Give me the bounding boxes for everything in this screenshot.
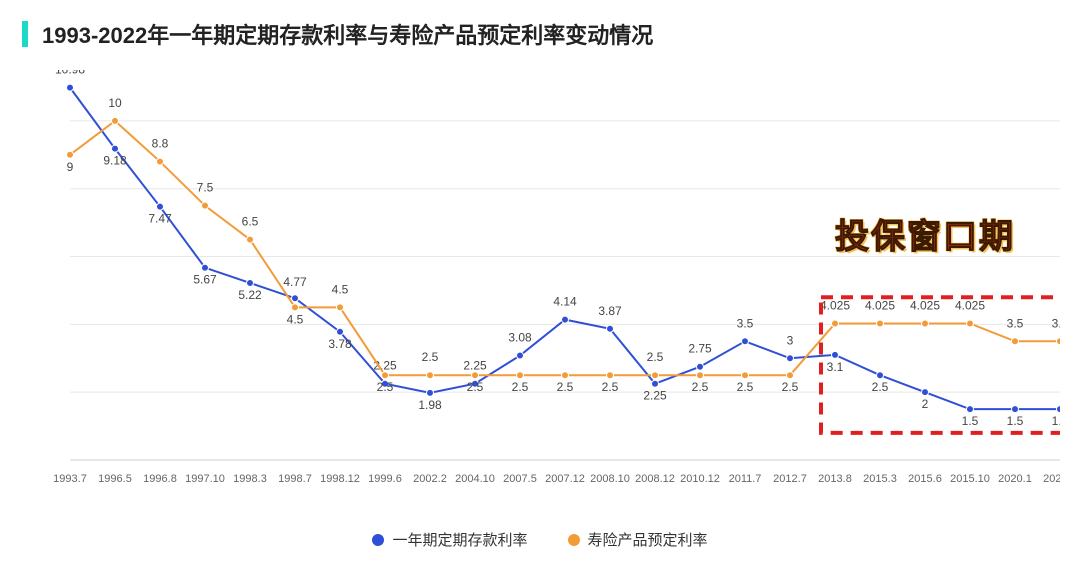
svg-text:2.75: 2.75 [688,342,712,356]
svg-text:4.025: 4.025 [955,299,985,313]
svg-text:3.78: 3.78 [328,337,352,351]
svg-text:8.8: 8.8 [152,137,169,151]
title-bar: 1993-2022年一年期定期存款利率与寿险产品预定利率变动情况 [22,18,653,50]
svg-text:2007.5: 2007.5 [503,473,537,485]
legend-dot-insurance [568,534,580,546]
svg-text:2.5: 2.5 [557,380,574,394]
svg-text:3: 3 [787,333,794,347]
svg-text:5.22: 5.22 [238,288,262,302]
svg-text:2.5: 2.5 [467,380,484,394]
svg-text:6.5: 6.5 [242,215,259,229]
svg-text:2008.10: 2008.10 [590,473,630,485]
svg-text:1.5: 1.5 [1007,414,1024,428]
svg-text:7.47: 7.47 [148,212,172,226]
svg-text:2.5: 2.5 [377,380,394,394]
svg-text:2.5: 2.5 [647,350,664,364]
svg-text:3.08: 3.08 [508,331,532,345]
svg-text:2.5: 2.5 [422,350,439,364]
svg-text:2008.12: 2008.12 [635,473,675,485]
svg-text:2: 2 [922,397,929,411]
svg-text:2.5: 2.5 [737,380,754,394]
svg-text:2012.7: 2012.7 [773,473,807,485]
svg-text:1997.10: 1997.10 [185,473,225,485]
svg-text:3.1: 3.1 [827,360,844,374]
svg-text:4.5: 4.5 [332,282,349,296]
svg-text:4.5: 4.5 [287,312,304,326]
legend-item-deposit: 一年期定期存款利率 [372,529,527,550]
chart-area: 1993.7 1996.5 1996.8 1997.10 1998.3 1998.7 199… [20,70,1060,500]
svg-text:2.25: 2.25 [373,359,397,373]
legend-label-deposit: 一年期定期存款利率 [392,529,527,550]
svg-text:3.5: 3.5 [1007,316,1024,330]
svg-text:3.5: 3.5 [1052,316,1060,330]
svg-text:1999.6: 1999.6 [368,473,402,485]
svg-text:3.5: 3.5 [737,316,754,330]
svg-text:2.5: 2.5 [602,380,619,394]
svg-text:2015.10: 2015.10 [950,473,990,485]
svg-text:1993.7: 1993.7 [53,473,87,485]
svg-text:1998.3: 1998.3 [233,473,267,485]
svg-text:1998.12: 1998.12 [320,473,360,485]
chart-title: 1993-2022年一年期定期存款利率与寿险产品预定利率变动情况 [42,18,653,50]
svg-text:2.5: 2.5 [782,380,799,394]
svg-text:2.5: 2.5 [692,380,709,394]
title-accent [22,21,28,47]
svg-text:2004.10: 2004.10 [455,473,495,485]
svg-text:1998.7: 1998.7 [278,473,312,485]
legend-label-insurance: 寿险产品预定利率 [588,529,708,550]
svg-text:1996.8: 1996.8 [143,473,177,485]
svg-text:2.5: 2.5 [872,380,889,394]
legend: 一年期定期存款利率 寿险产品预定利率 [0,529,1080,550]
svg-text:1996.5: 1996.5 [98,473,132,485]
svg-text:3.87: 3.87 [598,304,622,318]
svg-text:2022.9: 2022.9 [1043,473,1060,485]
svg-text:2.25: 2.25 [643,389,667,403]
svg-text:9: 9 [67,160,74,174]
chart-container: 1993-2022年一年期定期存款利率与寿险产品预定利率变动情况 1993.71… [0,0,1080,562]
svg-text:1.98: 1.98 [418,398,442,412]
svg-text:9.18: 9.18 [103,154,127,168]
svg-text:10: 10 [108,96,122,110]
svg-text:4.14: 4.14 [553,295,577,309]
chart-svg: 1993.7 1996.5 1996.8 1997.10 1998.3 1998.7 199… [20,70,1060,500]
svg-text:2015.3: 2015.3 [863,473,897,485]
svg-text:4.025: 4.025 [820,299,850,313]
svg-text:2011.7: 2011.7 [729,473,762,485]
svg-text:1.5: 1.5 [1052,414,1060,428]
svg-text:2010.12: 2010.12 [680,473,720,485]
svg-text:7.5: 7.5 [197,181,214,195]
svg-text:2013.8: 2013.8 [818,473,852,485]
legend-dot-deposit [372,534,384,546]
svg-text:2007.12: 2007.12 [545,473,585,485]
highlight-callout: 投保窗口期 [835,209,1015,258]
svg-text:4.77: 4.77 [283,275,307,289]
svg-text:2015.6: 2015.6 [908,473,942,485]
svg-text:10.98: 10.98 [55,70,85,77]
legend-item-insurance: 寿险产品预定利率 [568,529,708,550]
svg-text:2020.1: 2020.1 [998,473,1032,485]
svg-text:4.025: 4.025 [865,299,895,313]
svg-text:5.67: 5.67 [193,273,217,287]
svg-text:2002.2: 2002.2 [413,473,447,485]
svg-text:4.025: 4.025 [910,299,940,313]
svg-text:2.5: 2.5 [512,380,529,394]
svg-text:1.5: 1.5 [962,414,979,428]
svg-text:2.25: 2.25 [463,359,487,373]
